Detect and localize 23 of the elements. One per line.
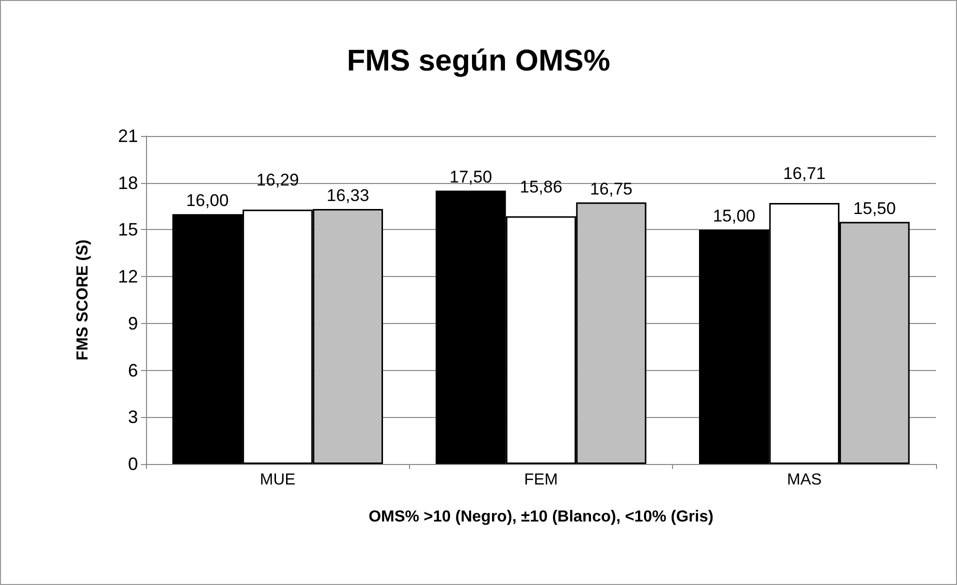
y-tick-label: 9 (128, 313, 138, 334)
y-tick-label: 0 (128, 454, 138, 474)
x-tick-label: FEM (524, 472, 558, 488)
chart-title: FMS según OMS% (346, 44, 610, 78)
y-tick-label: 6 (128, 360, 138, 380)
x-axis-title: OMS% >10 (Negro), ±10 (Blanco), <10% (Gris) (368, 508, 714, 526)
x-tick-label: MAS (786, 472, 822, 488)
data-label: 17,50 (450, 168, 492, 187)
x-tick-label: MUE (260, 472, 296, 488)
data-label: 16,29 (256, 170, 299, 190)
y-tick-label: 12 (118, 266, 138, 287)
data-label: 16,71 (783, 164, 826, 184)
data-label: 15,50 (853, 198, 896, 218)
y-tick-label: 18 (118, 172, 138, 193)
data-label: 15,00 (712, 206, 756, 226)
data-label: 15,86 (520, 177, 562, 196)
data-label: 16,00 (186, 191, 229, 210)
data-label: 16,33 (326, 186, 370, 205)
y-tick-label: 21 (118, 126, 138, 146)
data-label: 16,75 (590, 179, 632, 198)
y-tick-label: 3 (128, 407, 138, 428)
y-axis-title: FMS SCORE (S) (74, 240, 92, 360)
y-tick-label: 15 (118, 220, 138, 240)
